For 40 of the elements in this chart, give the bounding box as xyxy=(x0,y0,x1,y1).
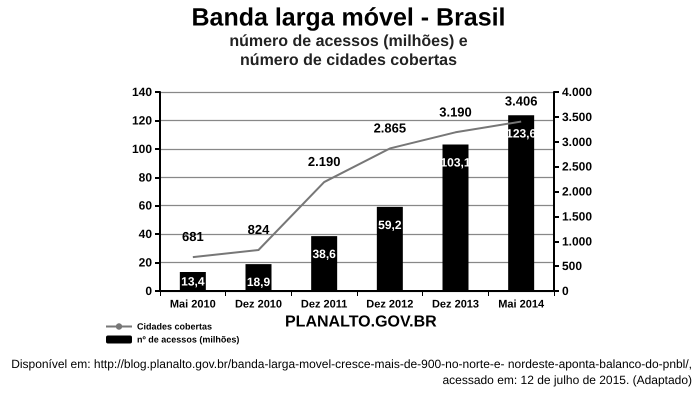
x-tick-label: Mai 2014 xyxy=(498,298,545,310)
x-tick-label: Dez 2012 xyxy=(366,298,414,310)
text: acessado em: 12 de julho de 2015. (Adaptado) xyxy=(442,373,692,387)
y-tick-label: 140 xyxy=(132,85,152,99)
chart-subtitle: número de acessos (milhões) e número de cidades cobertas xyxy=(229,33,468,69)
y-tick-label: 60 xyxy=(138,198,152,213)
legend-label: nº de acessos (milhões) xyxy=(137,334,240,344)
y2-tick-label: 1.000 xyxy=(562,234,592,248)
data-label: 2.865 xyxy=(374,120,406,136)
y2-tick-label: 4.000 xyxy=(562,85,592,99)
y2-tick-label: 3.000 xyxy=(562,134,592,149)
x-tick-label: Mai 2010 xyxy=(170,298,216,310)
data-label: 3.406 xyxy=(504,94,538,109)
x-tick-label: Dez 2011 xyxy=(300,298,348,310)
data-label: 59,2 xyxy=(378,218,402,232)
legend-label: Cidades cobertas xyxy=(137,322,212,332)
y-tick-label: 0 xyxy=(145,284,152,298)
y2-tick-label: 3.500 xyxy=(562,110,592,124)
y-tick-label: 80 xyxy=(138,170,152,184)
y2-tick-label: 2.000 xyxy=(562,184,592,198)
data-label: 18,9 xyxy=(246,275,270,290)
x-tick-label: Dez 2010 xyxy=(234,298,282,310)
y2-tick-label: 1.500 xyxy=(562,209,592,224)
y-tick-label: 20 xyxy=(138,256,152,270)
data-label: 38,6 xyxy=(312,247,336,262)
y-tick-label: 40 xyxy=(138,227,152,242)
y-tick-label: 100 xyxy=(132,142,152,156)
data-label: 2.190 xyxy=(308,154,340,170)
text: PLANALTO.GOV.BR xyxy=(285,314,438,330)
data-label: 681 xyxy=(182,229,204,244)
y2-tick-label: 0 xyxy=(562,284,569,298)
data-label: 824 xyxy=(248,222,270,238)
text: Disponível em: http://blog.planalto.gov.br/banda-larga-movel-cresce-mais-de-900-no-norte-e- nordeste-aponta-balanco-do-pnbl/, xyxy=(11,357,692,371)
x-tick-label: Dez 2013 xyxy=(432,298,480,310)
data-label: 13,4 xyxy=(181,274,205,288)
y-tick-label: 120 xyxy=(132,113,152,128)
chart-title: Banda larga móvel - Brasil xyxy=(191,4,506,32)
data-label: 3.190 xyxy=(439,104,472,120)
y2-tick-label: 500 xyxy=(562,259,582,274)
y2-tick-label: 2.500 xyxy=(562,160,592,174)
